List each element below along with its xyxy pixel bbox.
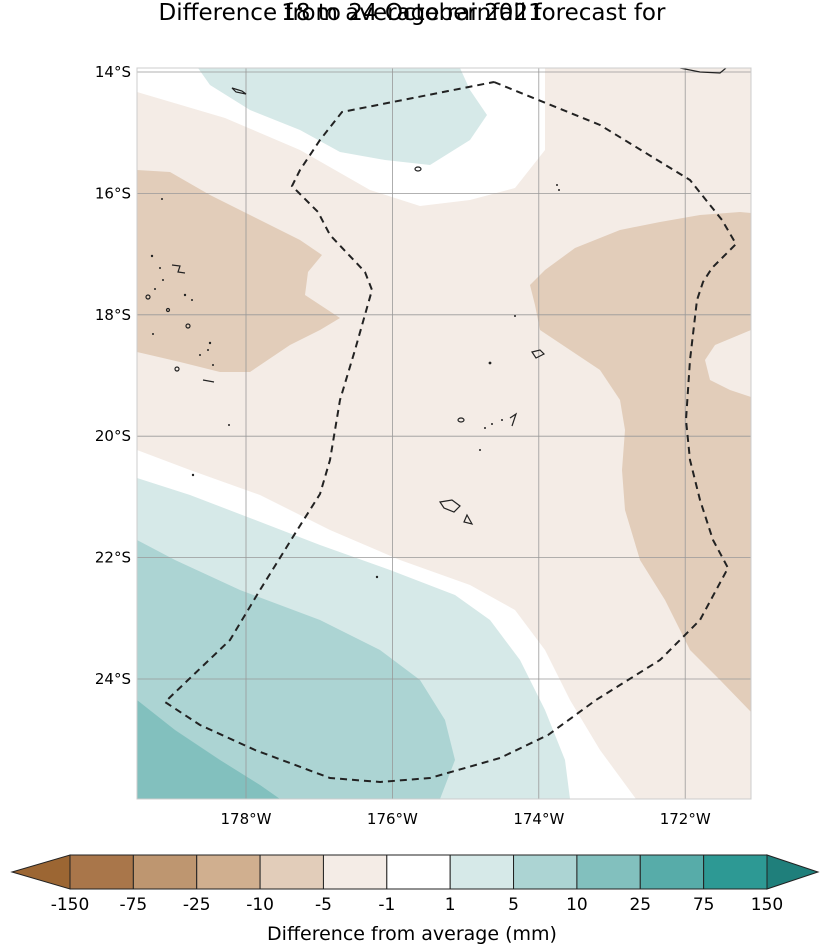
island xyxy=(679,68,727,74)
island xyxy=(509,412,518,427)
contour-wet-south-medium xyxy=(137,540,455,799)
map-panel xyxy=(137,68,751,799)
colorbar-segment xyxy=(322,854,388,890)
colorbar-under-arrow xyxy=(10,854,71,890)
island xyxy=(202,379,215,383)
colorbar-tick-label: -10 xyxy=(246,895,274,915)
island xyxy=(231,87,247,95)
colorbar-tick-label: -150 xyxy=(51,895,90,915)
eez-boundary xyxy=(163,81,738,784)
contour-dry-east xyxy=(530,212,751,712)
map-title-line-1: Difference from average rainfall forecas… xyxy=(158,0,666,26)
lon-tick-label: 174°W xyxy=(513,810,564,828)
contour-wet-north xyxy=(198,68,487,165)
island xyxy=(165,307,171,313)
colorbar-segment xyxy=(196,854,261,890)
colorbar-tick-label: -75 xyxy=(119,895,147,915)
island-dots xyxy=(150,184,560,579)
colorbar-segment xyxy=(703,854,768,890)
graticule xyxy=(137,68,751,799)
island xyxy=(174,366,180,372)
colorbar-over-arrow xyxy=(766,854,820,890)
colorbar-tick-label: 75 xyxy=(693,895,715,915)
colorbar-segment xyxy=(69,854,134,890)
contour-neutral-east-notch xyxy=(705,330,751,397)
map-title-line-2: 18 to 24 October 2021 xyxy=(281,0,543,26)
contour-dry-west xyxy=(137,170,340,372)
island xyxy=(438,499,461,513)
island xyxy=(145,294,151,300)
colorbar: -150 -75 -25 -10 -5 -1 1 5 10 25 75 150 xyxy=(10,854,820,915)
lat-tick-label: 16°S xyxy=(95,184,131,202)
colorbar-tick-label: 150 xyxy=(751,895,783,915)
colorbar-segment xyxy=(132,854,198,890)
colorbar-segment xyxy=(449,854,515,890)
colorbar-tick-label: -1 xyxy=(378,895,395,915)
colorbar-tick-label: 1 xyxy=(445,895,456,915)
island-outlines xyxy=(145,68,727,525)
lat-tick-label: 14°S xyxy=(95,63,131,81)
latitude-labels: 14°S 16°S 18°S 20°S 22°S 24°S xyxy=(95,63,131,688)
colorbar-segment xyxy=(386,854,451,890)
colorbar-segment xyxy=(513,854,578,890)
colorbar-tick-label: 25 xyxy=(629,895,651,915)
colorbar-tick-label: 10 xyxy=(566,895,588,915)
lat-tick-label: 20°S xyxy=(95,427,131,445)
island xyxy=(185,323,191,329)
colorbar-segment xyxy=(639,854,705,890)
lat-tick-label: 24°S xyxy=(95,670,131,688)
colorbar-tick-label: -25 xyxy=(183,895,211,915)
longitude-labels: 178°W 176°W 174°W 172°W xyxy=(221,810,711,828)
island xyxy=(463,513,474,525)
lon-tick-label: 172°W xyxy=(660,810,711,828)
island xyxy=(171,264,186,274)
lon-tick-label: 178°W xyxy=(221,810,272,828)
colorbar-tick-label: 5 xyxy=(508,895,519,915)
colorbar-title: Difference from average (mm) xyxy=(267,923,557,945)
colorbar-tick-label: -5 xyxy=(315,895,332,915)
lat-tick-label: 22°S xyxy=(95,549,131,567)
island xyxy=(457,417,465,423)
colorbar-segment xyxy=(576,854,641,890)
island xyxy=(531,349,546,359)
colorbar-segment xyxy=(259,854,324,890)
lat-tick-label: 18°S xyxy=(95,306,131,324)
island xyxy=(414,166,422,172)
lon-tick-label: 176°W xyxy=(367,810,418,828)
contour-wet-south-strong xyxy=(137,700,280,799)
map-frame xyxy=(136,67,752,800)
